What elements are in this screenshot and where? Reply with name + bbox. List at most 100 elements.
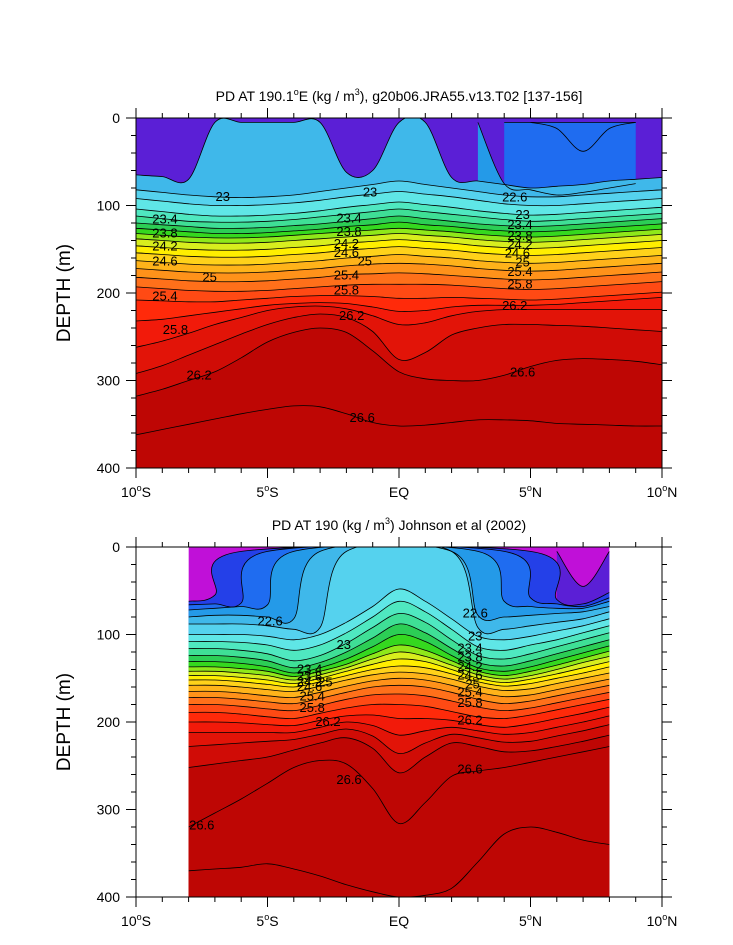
- chart-title: PD AT 190 (kg / m3) Johnson et al (2002): [272, 516, 526, 533]
- y-tick-label: 300: [97, 802, 121, 818]
- contour-label: 24.2: [457, 659, 482, 674]
- contour-line-26.6: [136, 327, 662, 397]
- contour-label: 26.2: [339, 308, 364, 323]
- contour-label: 24.6: [334, 245, 359, 260]
- contour-label: 25.8: [507, 276, 532, 291]
- contour-line-26.4: [136, 313, 662, 374]
- contour-label: 22.6: [463, 606, 488, 621]
- x-tick-label: 5oN: [519, 912, 542, 929]
- contour-label: 23.4: [297, 662, 322, 677]
- contour-label: 26.2: [315, 714, 340, 729]
- contour-band-26.8: [188, 826, 610, 897]
- contour-label: 25: [318, 675, 332, 690]
- x-tick-label: 5oS: [256, 483, 278, 500]
- y-tick-label: 200: [97, 285, 121, 301]
- contour-line-25.2: [188, 684, 610, 705]
- contour-label: 25.4: [334, 268, 359, 283]
- contour-label: 25: [202, 269, 216, 284]
- x-tick-label: EQ: [389, 913, 409, 929]
- contour-line-25.4: [136, 271, 662, 283]
- y-tick-label: 200: [97, 714, 121, 730]
- contour-line-24.8: [188, 671, 610, 692]
- contour-label: 26.2: [502, 298, 527, 313]
- contour-label: 23.8: [336, 224, 361, 239]
- contour-label: 25.4: [300, 689, 325, 704]
- contour-label: 24.6: [457, 668, 482, 683]
- contour-line-22.4: [188, 547, 610, 611]
- contour-label: 23.8: [297, 669, 322, 684]
- y-tick-label: 0: [112, 110, 120, 126]
- contour-line-23: [136, 180, 662, 199]
- y-tick-label: 300: [97, 373, 121, 389]
- contour-label: 23.4: [507, 217, 532, 232]
- contour-label: 25: [515, 254, 529, 269]
- contour-line-22.8: [136, 118, 662, 189]
- contour-line-25.6: [136, 281, 662, 292]
- contour-label: 24.6: [505, 246, 530, 261]
- contour-line-24: [136, 221, 662, 235]
- contour-line-24.4: [188, 658, 610, 684]
- contour-label: 25.8: [300, 700, 325, 715]
- x-tick-label: 10oS: [121, 483, 151, 500]
- contour-label: 23: [515, 207, 529, 222]
- x-tick-label: 10oN: [647, 912, 678, 929]
- contour-label: 22.6: [257, 613, 282, 628]
- contour-line-23.6: [188, 623, 610, 669]
- contour-label: 26.6: [336, 772, 361, 787]
- y-tick-label: 400: [97, 889, 121, 905]
- contour-line-25.2: [136, 262, 662, 274]
- y-tick-label: 400: [97, 460, 121, 476]
- contour-label: 25: [465, 676, 479, 691]
- contour-line-24.2: [136, 227, 662, 239]
- contour-label: 23.4: [336, 211, 361, 226]
- contour-line-23.8: [188, 633, 610, 674]
- contour-line-24.8: [136, 246, 662, 258]
- contour-label: 25.8: [457, 695, 482, 710]
- contour-label: 25.4: [152, 289, 177, 304]
- contour-line-24.6: [136, 239, 662, 251]
- chart-title: PD AT 190.1oE (kg / m3), g20b06.JRA55.v1…: [216, 87, 583, 104]
- contour-label: 26.6: [510, 365, 535, 380]
- x-tick-label: 5oN: [519, 483, 542, 500]
- contour-label: 24.2: [152, 239, 177, 254]
- contour-line-25.8: [188, 706, 610, 728]
- contour-label: 25: [358, 254, 372, 269]
- contour-line-23.2: [188, 600, 610, 651]
- contour-line-24.4: [136, 233, 662, 244]
- contour-label: 23.8: [457, 649, 482, 664]
- contour-line-26.6: [188, 746, 610, 828]
- contour-label: 26.2: [186, 367, 211, 382]
- x-tick-label: 5oS: [256, 912, 278, 929]
- contour-label: 24.2: [507, 237, 532, 252]
- x-tick-label: EQ: [389, 484, 409, 500]
- contour-label: 23.4: [457, 641, 482, 656]
- chart-panel-2: 22.62323.423.824.224.62525.425.826.226.6…: [54, 516, 677, 929]
- contour-label: 25.8: [334, 282, 359, 297]
- contour-line-23.4: [136, 201, 662, 217]
- contour-field: [136, 118, 662, 468]
- contour-label: 23.4: [152, 212, 177, 227]
- contour-line-23: [188, 588, 610, 641]
- y-tick-label: 100: [97, 198, 121, 214]
- contour-label: 23.8: [152, 226, 177, 241]
- contour-label: 24.6: [297, 679, 322, 694]
- y-axis-label: DEPTH (m): [54, 673, 75, 771]
- contour-line-25.6: [188, 698, 610, 720]
- contour-line-22.2: [530, 122, 636, 152]
- contour-label: 23: [216, 189, 230, 204]
- contour-line-26.2: [188, 724, 610, 754]
- contour-line-23.6: [136, 208, 662, 223]
- contour-label: 23: [468, 628, 482, 643]
- contour-line-26: [188, 715, 610, 736]
- contour-line-26.8: [188, 826, 610, 897]
- y-axis-label: DEPTH (m): [54, 244, 75, 342]
- contour-line-22.6: [188, 547, 610, 624]
- contour-line-21.8: [556, 551, 610, 587]
- contour-label: 25.8: [163, 322, 188, 337]
- contour-label: 23: [363, 184, 377, 199]
- contour-label: 26.6: [457, 761, 482, 776]
- contour-line-25.4: [188, 691, 610, 712]
- contour-label: 26.6: [350, 410, 375, 425]
- contour-line-25: [188, 677, 610, 699]
